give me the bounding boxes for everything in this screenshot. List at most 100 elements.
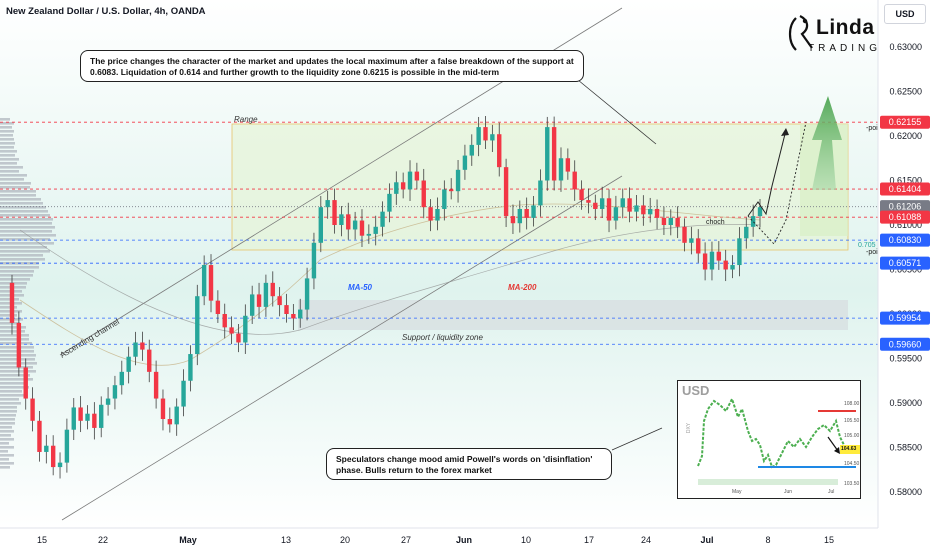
volume-profile-bar — [0, 330, 25, 333]
candle-body — [99, 404, 104, 428]
candle-body — [167, 419, 173, 425]
volume-profile-bar — [0, 166, 23, 169]
ma-200-label: MA-200 — [508, 283, 537, 292]
x-tick-label: Jun — [456, 535, 472, 545]
candle-body — [675, 217, 680, 227]
fib-level-label: 0.705 — [858, 242, 876, 249]
candle-body — [565, 158, 571, 172]
volume-profile-bar — [0, 450, 8, 453]
volume-profile-bar — [0, 130, 14, 133]
candle-body — [730, 265, 735, 270]
volume-profile-bar — [0, 442, 9, 445]
x-tick-label: 22 — [98, 535, 108, 545]
volume-profile-bar — [0, 422, 15, 425]
candle-body — [311, 242, 317, 279]
candle-body — [92, 413, 97, 428]
volume-profile-bar — [0, 278, 30, 281]
volume-profile-bar — [0, 198, 41, 201]
candle-body — [50, 445, 56, 468]
candle-body — [572, 171, 577, 190]
candle-body — [126, 356, 131, 372]
logo-name: Linda — [816, 16, 875, 39]
volume-profile-bar — [0, 390, 22, 393]
volume-profile-bar — [0, 366, 33, 369]
volume-profile-bar — [0, 138, 14, 141]
volume-profile-bar — [0, 190, 36, 193]
candle-body — [428, 207, 433, 221]
price-tag-label: 0.59954 — [889, 313, 922, 323]
volume-profile-bar — [0, 274, 33, 277]
price-tag-label: 0.60571 — [889, 258, 922, 268]
volume-profile-bar — [0, 370, 36, 373]
candle-body — [339, 214, 344, 225]
volume-profile-bar — [0, 446, 14, 449]
ma-50-label: MA-50 — [348, 283, 373, 292]
volume-profile-bar — [0, 154, 15, 157]
x-tick-label: May — [179, 535, 197, 545]
candle-body — [160, 398, 166, 420]
candle-body — [757, 207, 763, 217]
x-tick-label: 15 — [37, 535, 47, 545]
candle-body — [263, 282, 269, 307]
volume-profile-bar — [0, 206, 46, 209]
candle-body — [236, 333, 241, 343]
x-axis-ticks: 15 22 May 13 20 27 Jun 10 17 24 Jul 8 15 — [37, 535, 834, 545]
price-tag-label: 0.60830 — [889, 235, 922, 245]
candle-body — [215, 300, 221, 314]
price-tag-bg — [880, 182, 930, 196]
candle-body — [579, 189, 584, 201]
volume-profile-bar — [0, 118, 10, 121]
volume-profile-bar — [0, 462, 14, 465]
candle-body — [23, 367, 28, 399]
volume-profile-bar — [0, 322, 20, 325]
candle-body — [78, 407, 83, 421]
candle-body — [421, 180, 426, 208]
price-tag-bg — [880, 233, 930, 247]
volume-profile-bar — [0, 430, 14, 433]
target-arrow — [812, 96, 842, 190]
volume-profile-bar — [0, 158, 19, 161]
candle-body — [112, 385, 118, 399]
candle-body — [277, 296, 282, 306]
volume-profile-bar — [0, 226, 55, 229]
volume-profile-bar — [0, 146, 14, 149]
x-tick-label: 20 — [340, 535, 350, 545]
candle-body — [387, 193, 392, 212]
candle-body — [325, 200, 330, 208]
candle-body — [503, 167, 509, 217]
volume-profile-bar — [0, 378, 33, 381]
candle-body — [545, 127, 550, 181]
candle-body — [318, 207, 324, 243]
volume-profile-bar — [0, 230, 52, 233]
candle-body — [9, 282, 15, 323]
volume-profile-bar — [0, 298, 19, 301]
inset-tick-3: 105.00 — [844, 433, 860, 439]
top-callout: The price changes the character of the m… — [80, 50, 584, 82]
volume-profile-bar — [0, 222, 52, 225]
volume-profile-bar — [0, 162, 17, 165]
x-tick-label: 27 — [401, 535, 411, 545]
candle-body — [641, 205, 646, 215]
candle-body — [30, 398, 35, 421]
candle-body — [147, 349, 152, 372]
poi-bottom-label: -poi — [866, 249, 878, 256]
inset-arrow — [827, 436, 839, 452]
candle-body — [634, 205, 639, 212]
candle-body — [188, 354, 193, 381]
candle-body — [373, 226, 378, 234]
candle-body — [558, 158, 564, 181]
price-tag-bg — [880, 256, 930, 270]
candle-body — [380, 211, 385, 227]
volume-profile-bar — [0, 122, 14, 125]
candle-body — [476, 127, 481, 145]
inset-price-tag-bg — [840, 445, 860, 454]
inset-tick-1: 108.00 — [844, 401, 860, 407]
candle-body — [524, 208, 529, 218]
candle-body — [750, 216, 756, 227]
time-axis-background — [0, 528, 878, 550]
y-tick-label: 0.58000 — [889, 487, 922, 497]
candle-body — [407, 171, 413, 190]
currency-button[interactable]: USD — [884, 4, 926, 24]
